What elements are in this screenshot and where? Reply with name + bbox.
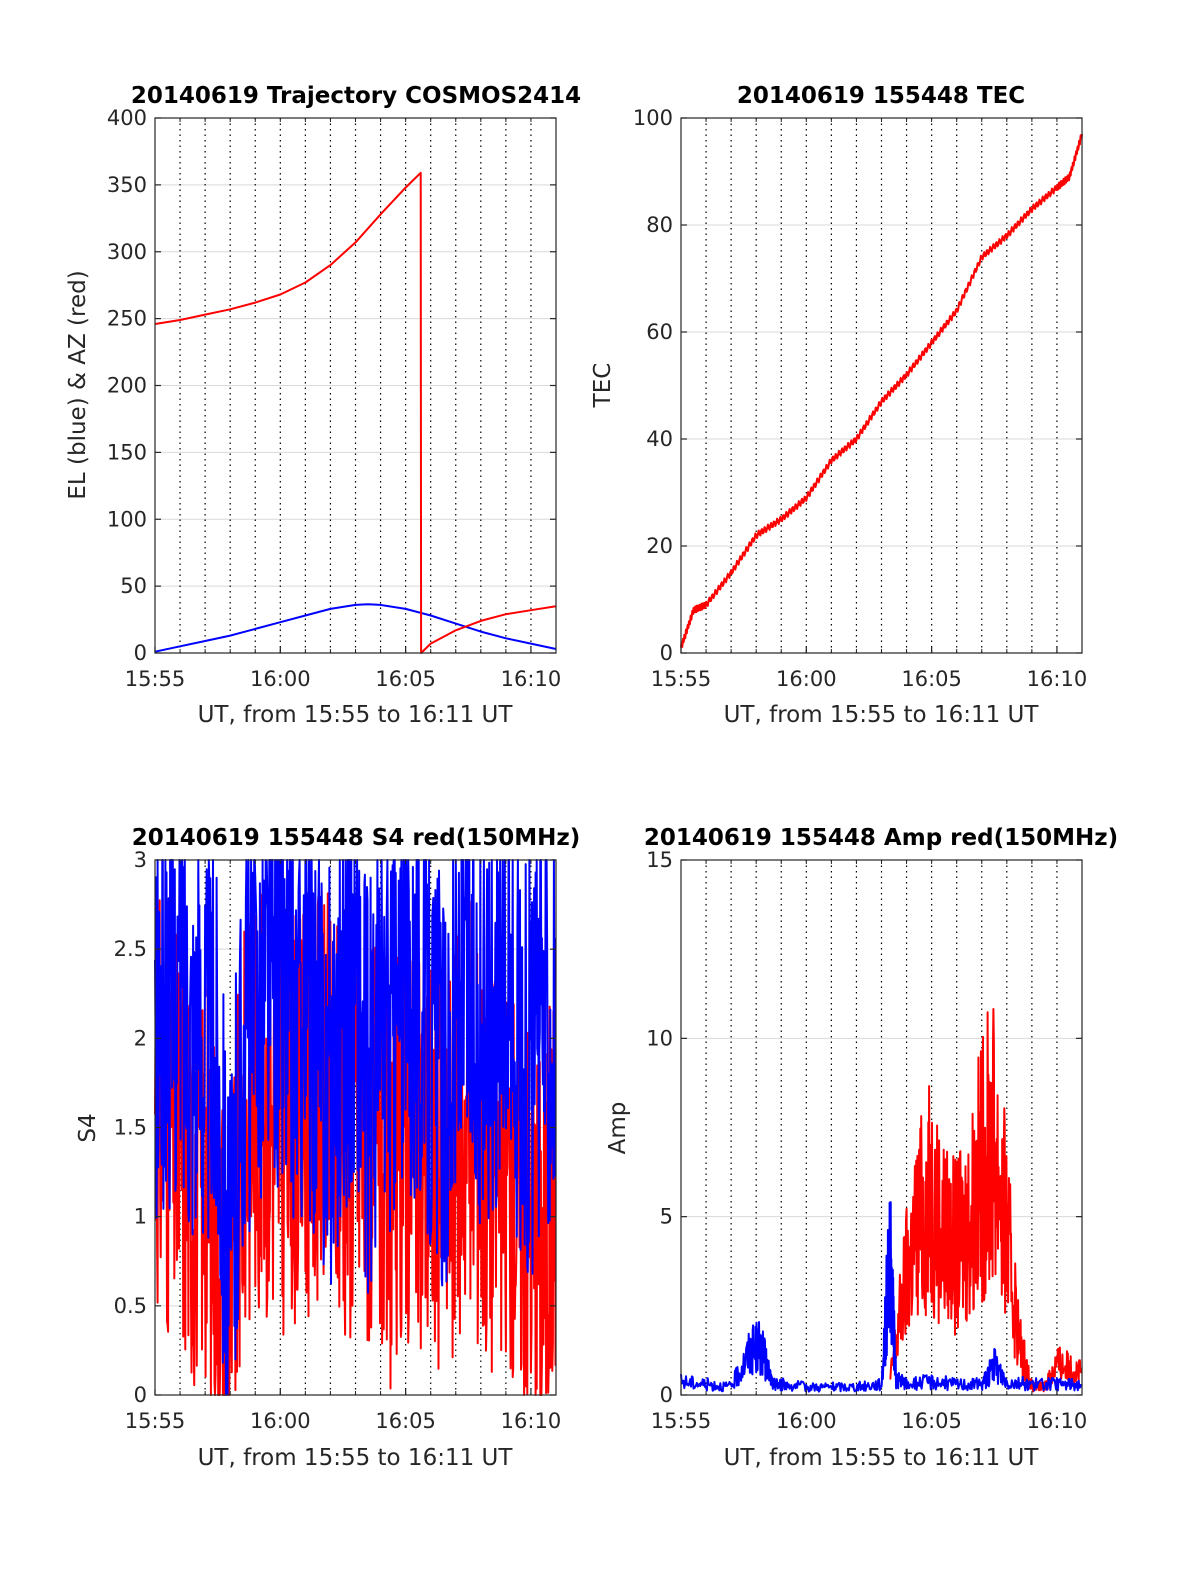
trajectory-ytick-label: 150 [107,440,147,464]
s4-xtick-label: 16:00 [250,1409,311,1433]
trajectory-ytick-label: 300 [107,240,147,264]
trajectory-xlabel: UT, from 15:55 to 16:11 UT [198,702,514,728]
trajectory-panel: 20140619 Trajectory COSMOS2414 0 50 100 150… [65,83,581,728]
amp-ytick-label: 10 [646,1026,673,1050]
s4-panel: 20140619 155448 S4 red(150MHz) 0 0.5 1 1.5 2… [75,825,580,1471]
s4-xlabel: UT, from 15:55 to 16:11 UT [198,1445,514,1471]
trajectory-xtick-label: 16:00 [250,667,311,691]
trajectory-xtick-label: 16:10 [501,667,562,691]
trajectory-xtick-label: 16:05 [375,667,436,691]
trajectory-ticks: 0 50 100 150 200 250 300 350 400 15:55 16:00 16:05 1… [107,106,561,691]
s4-ytick-label: 1 [134,1205,147,1229]
s4-ytick-label: 0.5 [114,1294,147,1318]
tec-series [680,134,1083,648]
trajectory-title: 20140619 Trajectory COSMOS2414 [131,83,581,109]
trajectory-ytick-label: 350 [107,173,147,197]
amp-xtick-label: 16:00 [776,1409,837,1433]
trajectory-xtick-label: 15:55 [125,667,186,691]
tec-xtick-label: 16:00 [776,667,837,691]
s4-ytick-label: 1.5 [114,1116,147,1140]
trajectory-ytick-label: 400 [107,106,147,130]
trajectory-ytick-label: 200 [107,374,147,398]
tec-xtick-label: 16:05 [901,667,962,691]
s4-ytick-label: 2.5 [114,937,147,961]
amp-panel: 20140619 155448 Amp red(150MHz) 0 5 10 15 15… [605,825,1118,1471]
trajectory-ytick-label: 250 [107,307,147,331]
tec-xlabel: UT, from 15:55 to 16:11 UT [724,702,1040,728]
amp-xlabel: UT, from 15:55 to 16:11 UT [724,1445,1040,1471]
tec-xtick-label: 15:55 [651,667,712,691]
s4-series-blue-line [154,859,557,1396]
amp-series-red-line [889,1008,1083,1393]
tec-ytick-label: 20 [646,534,673,558]
s4-ytick-label: 3 [134,848,147,872]
amp-xtick-label: 16:05 [901,1409,962,1433]
amp-axes-box [680,859,1083,1396]
amp-ytick-label: 5 [660,1205,673,1229]
tec-ytick-label: 40 [646,427,673,451]
amp-series-blue-line [680,1201,1083,1393]
s4-xtick-label: 15:55 [125,1409,186,1433]
s4-ytick-label: 0 [134,1383,147,1407]
tec-axes-box [680,117,1083,654]
tec-grid [681,118,1082,653]
s4-ytick-label: 2 [134,1026,147,1050]
tec-ytick-label: 100 [633,106,673,130]
trajectory-ytick-label: 100 [107,507,147,531]
amp-ticks: 0 5 10 15 15:55 16:00 16:05 16:10 [646,848,1087,1433]
amp-ylabel: Amp [605,1102,631,1155]
s4-xtick-label: 16:05 [375,1409,436,1433]
trajectory-series-az-red--line [154,171,557,654]
tec-series-tec-line [680,134,1083,648]
tec-xtick-label: 16:10 [1027,667,1088,691]
s4-xtick-label: 16:10 [501,1409,562,1433]
trajectory-ytick-label: 0 [134,641,147,665]
tec-ylabel: TEC [590,363,616,409]
s4-ylabel: S4 [75,1113,101,1142]
amp-xtick-label: 16:10 [1027,1409,1088,1433]
tec-ytick-label: 60 [646,320,673,344]
tec-title: 20140619 155448 TEC [737,83,1025,109]
trajectory-grid [155,118,556,653]
tec-ytick-label: 80 [646,213,673,237]
amp-ytick-label: 15 [646,848,673,872]
s4-series [154,859,557,1396]
tec-ticks: 0 20 40 60 80 100 15:55 16:00 16:05 16:10 [633,106,1087,691]
amp-title: 20140619 155448 Amp red(150MHz) [644,825,1118,851]
trajectory-ylabel: EL (blue) & AZ (red) [65,270,91,499]
amp-series [680,1008,1083,1393]
tec-ytick-label: 0 [660,641,673,665]
trajectory-series [154,171,557,654]
tec-panel: 20140619 155448 TEC 0 20 40 60 80 100 15:55 16:… [590,83,1087,728]
s4-ticks: 0 0.5 1 1.5 2 2.5 3 15:55 16:00 16:05 16:10 [114,848,562,1433]
amp-grid [681,860,1082,1395]
amp-ytick-label: 0 [660,1383,673,1407]
trajectory-ytick-label: 50 [120,574,147,598]
trajectory-series-el-blue--line [154,603,557,653]
s4-title: 20140619 155448 S4 red(150MHz) [132,825,581,851]
amp-xtick-label: 15:55 [651,1409,712,1433]
